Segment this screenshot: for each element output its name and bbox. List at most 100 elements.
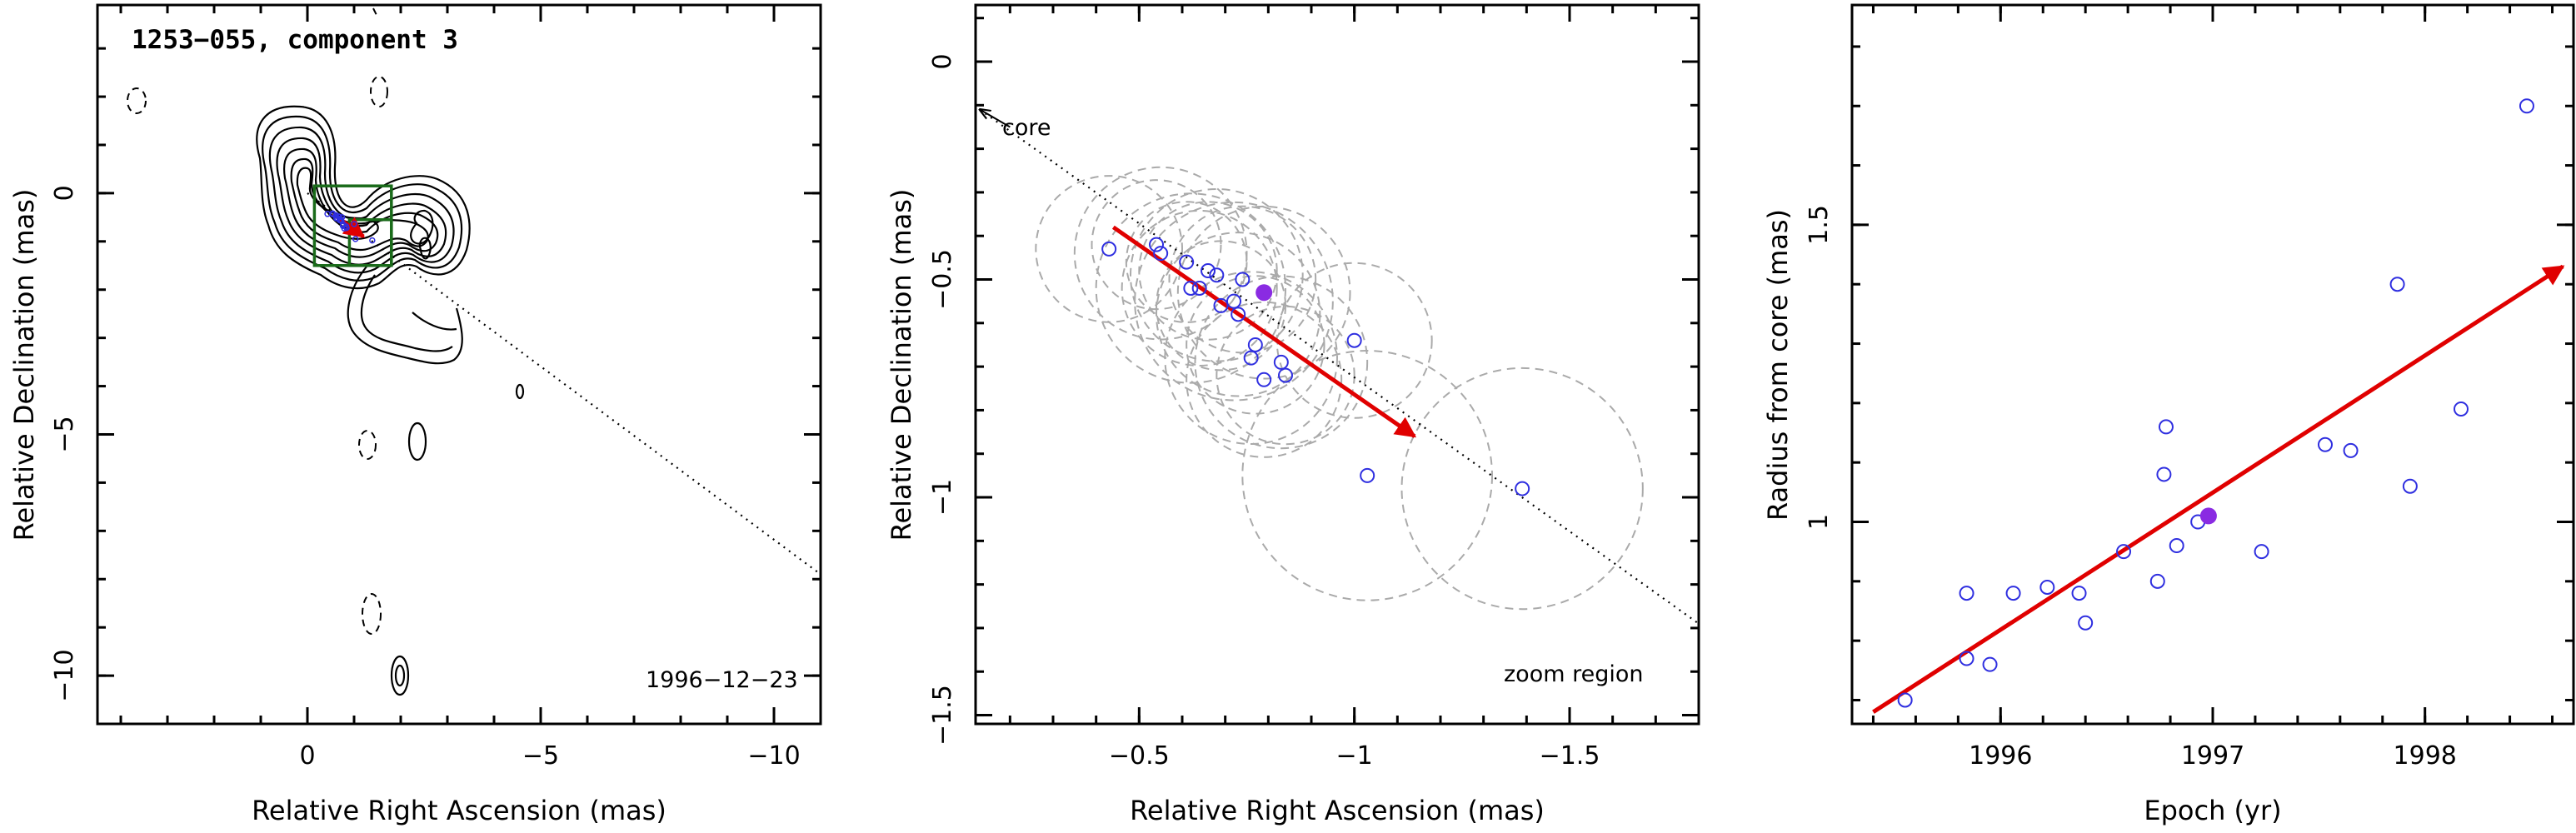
- data-point: [2169, 538, 2184, 554]
- panel-zoom-region: −0.5 −1 −1.5 −1.5 −1 −0.5 0 core zoom region R…: [886, 3, 1700, 826]
- error-circle: [1164, 271, 1338, 445]
- error-circle: [1121, 209, 1278, 367]
- error-circle: [1176, 205, 1351, 380]
- data-point: [2254, 544, 2269, 560]
- panel-contour-map: 0 −5 −10 −10 −5 0 1253−055, component 3 1996−…: [8, 3, 822, 826]
- data-point: [2156, 466, 2172, 482]
- data-point: [2039, 579, 2055, 595]
- error-circle: [1186, 275, 1325, 415]
- data-point: [1247, 337, 1263, 352]
- y-tick-label: −1: [928, 479, 957, 516]
- y-tick-label: −0.5: [928, 249, 957, 310]
- highlight-point: [1256, 284, 1273, 302]
- data-point: [2402, 478, 2418, 494]
- panel3-ylabel: Radius from core (mas): [1762, 209, 1794, 521]
- component-dot: [351, 221, 357, 227]
- highlight-point: [2199, 507, 2217, 525]
- panel1-axes: 0 −5 −10 −10 −5 0: [50, 5, 822, 771]
- x-tick-label: −5: [522, 741, 559, 771]
- panel1-xlabel: Relative Right Ascension (mas): [252, 795, 666, 826]
- panel1-title: 1253−055, component 3: [132, 25, 458, 55]
- x-tick-label: 1998: [2394, 741, 2457, 771]
- y-tick-label: −1.5: [928, 685, 957, 746]
- data-point: [1959, 586, 1974, 601]
- zoom-region-boxes: [312, 184, 393, 267]
- data-point: [2454, 401, 2469, 416]
- data-point: [1897, 692, 1913, 708]
- error-circle: [1095, 192, 1287, 384]
- component-dot: [352, 236, 359, 242]
- data-point: [1101, 241, 1117, 257]
- panel1-ylabel: Relative Declination (mas): [8, 189, 40, 541]
- x-tick-label: −1: [1336, 741, 1373, 771]
- data-point: [1243, 350, 1259, 366]
- y-tick-label: 1.5: [1805, 205, 1834, 245]
- data-point: [1235, 272, 1251, 287]
- panel2-xlabel: Relative Right Ascension (mas): [1130, 795, 1545, 826]
- x-tick-label: 1997: [2181, 741, 2244, 771]
- error-circles: [1035, 166, 1644, 611]
- y-tick-label: 0: [50, 185, 79, 201]
- error-circle: [1241, 350, 1493, 601]
- data-point: [1226, 293, 1241, 309]
- y-tick-label: 0: [928, 53, 957, 69]
- data-point: [1256, 372, 1272, 387]
- data-point: [2389, 277, 2405, 292]
- data-point: [1183, 280, 1199, 296]
- x-tick-label: −0.5: [1109, 741, 1170, 771]
- x-tick-label: −10: [747, 741, 800, 771]
- y-tick-label: −10: [50, 649, 79, 701]
- data-point: [1179, 254, 1195, 270]
- y-tick-label: 1: [1805, 514, 1834, 530]
- error-circle: [1194, 275, 1369, 450]
- fit-arrow: [1872, 264, 2565, 714]
- panel-radius-epoch: 1996 1997 1998 1 1.5 Epoch (yr) Radius from …: [1762, 3, 2575, 826]
- zoom-box: [347, 217, 393, 267]
- component-dot: [330, 211, 337, 218]
- contour-map: [127, 7, 525, 696]
- data-point: [1515, 481, 1530, 496]
- direction-line: [979, 108, 1700, 625]
- error-circle: [1134, 201, 1334, 402]
- core-label: core: [1002, 115, 1051, 141]
- data-point: [1346, 332, 1362, 348]
- error-circle: [1130, 187, 1304, 362]
- error-circle: [1186, 301, 1343, 458]
- motion-arrow: [1111, 225, 1417, 438]
- data-point: [1982, 656, 1998, 672]
- panel1-frame: [96, 3, 822, 726]
- zoom-region-label: zoom region: [1504, 661, 1643, 687]
- data-point: [2071, 586, 2087, 601]
- x-tick-label: 1996: [1969, 741, 2032, 771]
- component-positions: [324, 210, 376, 244]
- data-point: [1201, 263, 1216, 279]
- data-point: [1360, 467, 1375, 483]
- component-positions: [1101, 237, 1530, 496]
- data-point: [2116, 544, 2132, 560]
- jet-direction-line: [307, 192, 821, 576]
- panel3-frame: [1850, 3, 2575, 726]
- component-dot: [343, 224, 350, 232]
- core-pointer-arrow: [980, 110, 1011, 128]
- panel2-frame: [974, 3, 1700, 726]
- error-circle: [1216, 305, 1355, 446]
- data-point: [2078, 615, 2094, 631]
- data-point: [1278, 367, 1293, 383]
- data-point: [1231, 307, 1246, 322]
- panel3-xlabel: Epoch (yr): [2144, 795, 2281, 826]
- data-point: [2005, 586, 2021, 601]
- data-point: [1959, 651, 1974, 666]
- data-point: [1213, 297, 1229, 313]
- data-point: [1191, 280, 1207, 296]
- data-point: [2158, 419, 2174, 435]
- panel2-axes: −0.5 −1 −1.5 −1.5 −1 −0.5 0: [928, 5, 1700, 771]
- y-tick-label: −5: [50, 416, 79, 452]
- panel2-ylabel: Relative Declination (mas): [886, 189, 917, 541]
- component-dot: [369, 237, 376, 244]
- data-point: [2149, 573, 2165, 589]
- epoch-label: 1996−12−23: [646, 667, 798, 693]
- data-point: [1273, 354, 1289, 370]
- data-point: [1153, 246, 1169, 262]
- x-tick-label: −1.5: [1540, 741, 1600, 771]
